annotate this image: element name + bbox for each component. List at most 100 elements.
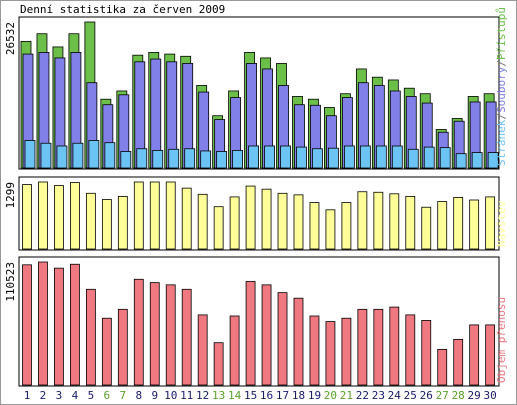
bar bbox=[133, 278, 144, 386]
bar bbox=[293, 194, 304, 250]
x-tick-label: 28 bbox=[452, 389, 465, 402]
bar bbox=[165, 284, 176, 386]
bar bbox=[136, 148, 148, 169]
x-tick-label: 13 bbox=[212, 389, 225, 402]
bar bbox=[54, 185, 64, 250]
bar bbox=[101, 199, 112, 250]
bar bbox=[375, 145, 387, 169]
bar bbox=[181, 288, 192, 386]
bar bbox=[197, 314, 208, 386]
bar bbox=[213, 206, 224, 250]
bar bbox=[168, 148, 180, 169]
bar bbox=[149, 282, 160, 386]
x-tick-label: 21 bbox=[340, 389, 353, 402]
bar bbox=[485, 196, 496, 250]
legend-entry: Objem přenosu bbox=[495, 297, 508, 383]
bar bbox=[197, 193, 208, 250]
x-tick-label: 19 bbox=[308, 389, 321, 402]
legend: Objem přenosu bbox=[495, 297, 508, 383]
panel-frame bbox=[18, 176, 500, 251]
bar bbox=[149, 181, 160, 250]
bar bbox=[54, 267, 64, 386]
bar bbox=[216, 151, 228, 169]
bar bbox=[325, 209, 336, 250]
bar bbox=[341, 202, 352, 250]
bar bbox=[312, 148, 323, 169]
x-tick-label: 8 bbox=[135, 389, 142, 402]
x-tick-label: 24 bbox=[388, 389, 402, 402]
bar bbox=[439, 147, 451, 169]
bar bbox=[309, 202, 320, 250]
bar bbox=[245, 281, 256, 386]
x-tick-label: 22 bbox=[356, 389, 369, 402]
bar bbox=[277, 292, 288, 386]
x-tick-label: 18 bbox=[292, 389, 305, 402]
bar bbox=[133, 181, 144, 250]
x-tick-label: 14 bbox=[228, 389, 242, 402]
bar bbox=[85, 192, 96, 250]
bar bbox=[280, 145, 291, 169]
bar bbox=[85, 288, 96, 386]
legend-separator: / bbox=[495, 60, 508, 67]
bar bbox=[325, 321, 336, 386]
legend-entry: Návštěv bbox=[495, 200, 508, 247]
legend-entry: Stránek bbox=[495, 119, 508, 166]
bar bbox=[200, 150, 212, 169]
bar bbox=[389, 193, 400, 250]
bar bbox=[407, 148, 419, 169]
bar bbox=[359, 145, 371, 169]
bar bbox=[232, 149, 244, 169]
y-tick-label: 26532 bbox=[4, 22, 17, 55]
bar bbox=[229, 315, 240, 386]
x-tick-label: 16 bbox=[260, 389, 273, 402]
x-tick-label: 11 bbox=[180, 389, 193, 402]
bar bbox=[213, 342, 224, 386]
bar bbox=[181, 187, 192, 250]
bar bbox=[471, 152, 483, 169]
bar bbox=[455, 153, 467, 169]
x-tick-label: 1 bbox=[24, 389, 31, 402]
x-tick-label: 27 bbox=[436, 389, 449, 402]
bar bbox=[104, 142, 116, 169]
bar bbox=[469, 199, 480, 250]
bar bbox=[357, 191, 368, 250]
bar bbox=[437, 348, 448, 386]
bar bbox=[469, 324, 480, 386]
x-tick-label: 20 bbox=[324, 389, 337, 402]
bar bbox=[38, 181, 48, 250]
bar bbox=[184, 148, 196, 169]
bar bbox=[38, 261, 48, 386]
x-tick-label: 10 bbox=[164, 389, 177, 402]
bar bbox=[117, 195, 128, 250]
legend-entry: Přístupů bbox=[495, 7, 508, 60]
bar bbox=[328, 147, 339, 169]
bar bbox=[117, 308, 128, 386]
legend-separator: / bbox=[495, 113, 508, 120]
legend-entry: Soubory bbox=[495, 66, 508, 113]
legend: Stránek/Soubory/Přístupů bbox=[495, 7, 508, 166]
x-tick-label: 5 bbox=[88, 389, 95, 402]
panel-frame bbox=[18, 256, 500, 387]
x-tick-label: 15 bbox=[244, 389, 257, 402]
x-tick-label: 7 bbox=[120, 389, 127, 402]
bar bbox=[72, 142, 84, 169]
x-tick-label: 6 bbox=[104, 389, 111, 402]
bar bbox=[293, 297, 304, 386]
x-tick-label: 23 bbox=[372, 389, 385, 402]
bar bbox=[343, 145, 355, 169]
bar bbox=[261, 188, 272, 250]
bar bbox=[261, 284, 272, 386]
bar bbox=[88, 140, 100, 169]
bar bbox=[453, 338, 464, 386]
bar bbox=[56, 145, 68, 169]
bar bbox=[341, 317, 352, 386]
bar bbox=[165, 181, 176, 250]
legend: Návštěv bbox=[495, 200, 508, 247]
bar bbox=[391, 145, 403, 169]
bar bbox=[277, 192, 288, 250]
x-tick-label: 17 bbox=[276, 389, 289, 402]
bar bbox=[264, 145, 275, 169]
bar bbox=[453, 197, 464, 250]
x-tick-label: 25 bbox=[404, 389, 417, 402]
